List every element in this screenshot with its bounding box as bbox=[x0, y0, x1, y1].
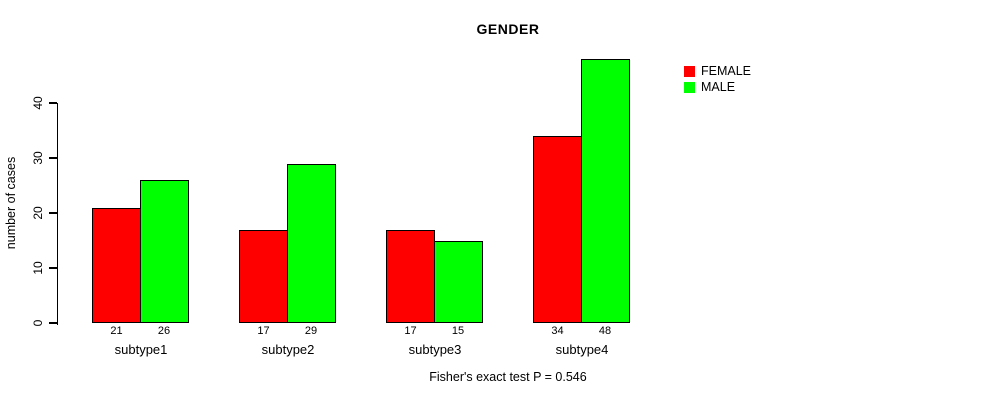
bar-male-subtype4 bbox=[580, 59, 630, 323]
y-axis-tick bbox=[48, 157, 57, 159]
legend-label-male: MALE bbox=[701, 80, 736, 94]
chart-title: GENDER bbox=[476, 21, 540, 37]
bar-value-label: 34 bbox=[551, 325, 564, 337]
bar-female-subtype2 bbox=[239, 229, 288, 323]
caption-fishers-test: Fisher's exact test P = 0.546 bbox=[429, 370, 587, 384]
y-axis-tick-label: 30 bbox=[31, 151, 45, 165]
legend-item-male: MALE bbox=[684, 80, 751, 94]
bar-value-label: 29 bbox=[304, 325, 318, 337]
bar-value-label: 26 bbox=[157, 325, 171, 337]
bar-value-label: 15 bbox=[451, 325, 465, 337]
x-category-label: subtype1 bbox=[114, 342, 168, 357]
bar-value-label: 17 bbox=[257, 325, 270, 337]
bar-female-subtype4 bbox=[533, 136, 582, 323]
bar-value-label: 48 bbox=[598, 325, 612, 337]
y-axis-tick-label: 0 bbox=[31, 319, 45, 327]
y-axis-line bbox=[56, 103, 58, 325]
x-category-label: subtype4 bbox=[555, 342, 609, 357]
legend-label-female: FEMALE bbox=[701, 64, 752, 78]
bar-male-subtype1 bbox=[139, 180, 189, 323]
bar-value-label: 17 bbox=[404, 325, 417, 337]
legend-swatch-male-icon bbox=[684, 81, 695, 93]
bar-female-subtype1 bbox=[92, 207, 141, 323]
bar-male-subtype3 bbox=[433, 240, 483, 323]
legend: FEMALE MALE bbox=[684, 64, 751, 96]
y-axis-tick-label: 40 bbox=[31, 96, 45, 110]
bar-male-subtype2 bbox=[286, 163, 336, 323]
y-axis-tick bbox=[48, 322, 57, 324]
x-category-label: subtype2 bbox=[261, 342, 315, 357]
y-axis-tick bbox=[48, 212, 57, 214]
bar-value-label: 21 bbox=[110, 325, 123, 337]
y-axis-tick bbox=[48, 267, 57, 269]
y-axis-tick-label: 10 bbox=[31, 261, 45, 275]
y-axis-tick bbox=[48, 102, 57, 104]
y-axis-tick-label: 20 bbox=[31, 206, 45, 220]
legend-item-female: FEMALE bbox=[684, 64, 751, 78]
bar-female-subtype3 bbox=[386, 229, 435, 323]
x-category-label: subtype3 bbox=[408, 342, 462, 357]
legend-swatch-female-icon bbox=[684, 65, 695, 77]
